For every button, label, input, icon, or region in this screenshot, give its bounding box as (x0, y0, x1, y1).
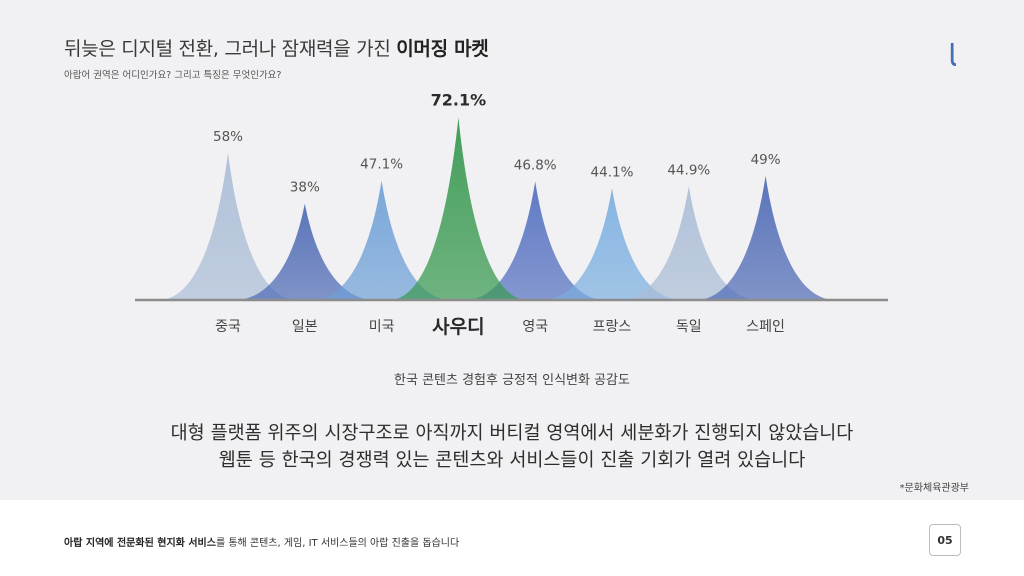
footer-tagline-bold: 아랍 지역에 전문화된 현지화 서비스 (64, 538, 216, 549)
value-labels-layer: 58% 38% 47.1% 72.1% 46.8% 44.1% 44.9% 49% (213, 90, 781, 195)
page-title: 뒤늦은 디지털 전환, 그러나 잠재력을 가진 이머징 마켓 (64, 38, 489, 60)
value-label-category-0: 58% (213, 129, 243, 145)
brand-logo: تعريب كوريا (948, 39, 956, 74)
source-note: *문화체육관광부 (899, 483, 969, 494)
peak-category-3 (391, 117, 526, 300)
value-label-category-3: 72.1% (431, 90, 487, 109)
page-number: 05 (929, 524, 961, 556)
peak-category-6 (621, 186, 756, 300)
key-message-line-1: 대형 플랫폼 위주의 시장구조로 아직까지 버티컬 영역에서 세분화가 진행되지… (170, 423, 854, 444)
category-label-category-0: 중국 (215, 319, 241, 335)
category-labels-layer: 중국 일본 미국 사우디 영국 프랑스 독일 스페인 (215, 316, 785, 338)
category-label-category-5: 프랑스 (593, 319, 632, 335)
page-subtitle: 아랍어 권역은 어디인가요? 그리고 특징은 무엇인가요? (64, 70, 282, 81)
value-label-category-7: 49% (751, 152, 781, 168)
category-label-category-6: 독일 (676, 319, 702, 335)
peak-category-2 (314, 180, 449, 300)
peak-category-1 (237, 203, 372, 300)
footer-tagline: 아랍 지역에 전문화된 현지화 서비스를 통해 콘텐츠, 게임, IT 서비스들… (64, 538, 460, 549)
category-label-category-2: 미국 (369, 319, 395, 335)
category-label-category-3: 사우디 (432, 316, 484, 338)
value-label-category-6: 44.9% (667, 162, 710, 178)
peak-category-5 (545, 188, 679, 300)
key-message-line-2: 웹툰 등 한국의 경쟁력 있는 콘텐츠와 서비스들이 진출 기회가 열려 있습니… (218, 450, 806, 471)
value-label-category-2: 47.1% (360, 157, 403, 173)
peaks-layer (161, 117, 833, 300)
peak-category-4 (468, 181, 603, 300)
peak-category-7 (698, 175, 833, 300)
title-highlight: 이머징 마켓 (396, 38, 489, 60)
category-label-category-4: 영국 (522, 319, 548, 335)
category-label-category-1: 일본 (292, 319, 318, 335)
chart-x-axis-label: 한국 콘텐츠 경험후 긍정적 인식변화 공감도 (394, 373, 630, 388)
peak-category-0 (161, 153, 295, 300)
value-label-category-4: 46.8% (514, 157, 557, 173)
key-message: 대형 플랫폼 위주의 시장구조로 아직까지 버티컬 영역에서 세분화가 진행되지… (0, 420, 1024, 474)
category-label-category-7: 스페인 (746, 319, 785, 335)
peak-chart: 58% 38% 47.1% 72.1% 46.8% 44.1% 44.9% 49% 중국 일본 미… (135, 90, 888, 338)
value-label-category-1: 38% (290, 180, 320, 196)
slide-body: 뒤늦은 디지털 전환, 그러나 잠재력을 가진 이머징 마켓 아랍어 권역은 어… (0, 0, 1024, 500)
value-label-category-5: 44.1% (591, 164, 634, 180)
brand-logo-text: تعريب كوريا (948, 39, 956, 74)
